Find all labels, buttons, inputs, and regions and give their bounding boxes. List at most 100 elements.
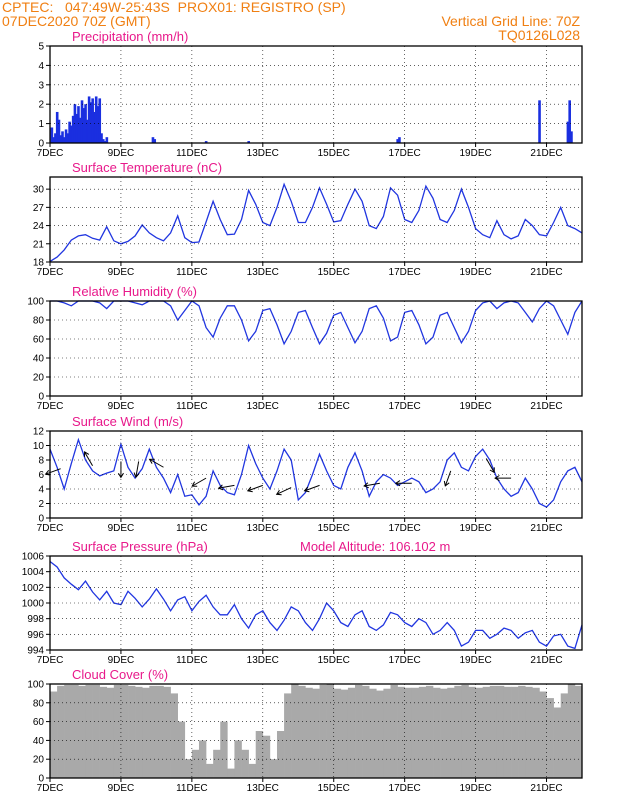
precip-bar bbox=[105, 137, 109, 143]
cloud-bar bbox=[184, 759, 193, 778]
cloud-bar bbox=[369, 688, 377, 778]
y-tick-label: 0 bbox=[38, 392, 44, 403]
cloud-bar bbox=[305, 687, 313, 778]
y-tick-label: 1 bbox=[38, 119, 44, 130]
x-tick-label: 11DEC bbox=[176, 148, 208, 159]
cloud-bar bbox=[92, 684, 100, 778]
panel-title: Surface Temperature (nC) bbox=[72, 160, 222, 175]
y-tick-label: 20 bbox=[33, 755, 45, 766]
cloud-bar bbox=[560, 693, 569, 778]
wind-arrow bbox=[45, 468, 61, 475]
panel-5: Surface Pressure (hPa) Model Altitude: 10… bbox=[22, 539, 583, 666]
wind-arrow bbox=[149, 458, 164, 468]
cloud-bar bbox=[213, 749, 221, 778]
x-tick-label: 15DEC bbox=[318, 783, 350, 794]
precip-bar bbox=[71, 115, 75, 143]
cloud-bar bbox=[85, 684, 93, 778]
precip-bar bbox=[75, 113, 78, 143]
panel-4: Surface Wind (m/s) 0 2 4 6 8 10 12 7DEC 9DEC 11DEC… bbox=[33, 414, 583, 534]
wind-arrow-head bbox=[363, 482, 369, 489]
x-tick-label: 7DEC bbox=[37, 401, 64, 412]
y-tick-label: 100 bbox=[27, 680, 44, 691]
cloud-bar bbox=[78, 685, 86, 778]
x-tick-label: 15DEC bbox=[318, 523, 350, 534]
cloud-bar bbox=[468, 686, 476, 778]
series-line bbox=[49, 560, 583, 650]
precip-bar bbox=[538, 100, 541, 143]
x-tick-label: 9DEC bbox=[108, 148, 135, 159]
cloud-bar bbox=[206, 763, 214, 778]
precip-bar bbox=[59, 135, 63, 143]
x-tick-label: 21DEC bbox=[530, 148, 562, 159]
x-tick-label: 21DEC bbox=[530, 655, 562, 666]
precip-bar bbox=[396, 139, 399, 143]
y-tick-label: 3 bbox=[38, 80, 44, 91]
panel-1: Precipitation (mm/h) 0 1 2 3 4 5 7DEC 9DEC 11DEC 1… bbox=[37, 29, 583, 159]
wind-arrow bbox=[276, 487, 292, 495]
y-tick-label: 2 bbox=[38, 100, 44, 111]
x-tick-label: 17DEC bbox=[389, 148, 421, 159]
x-tick-label: 15DEC bbox=[318, 148, 350, 159]
cloud-bar bbox=[525, 686, 533, 778]
y-tick-label: 1000 bbox=[22, 599, 45, 610]
panel-3: Relative Humidity (%) 0 20 40 60 80 100 7DEC 9DE… bbox=[27, 284, 583, 412]
wind-arrow-head bbox=[494, 475, 500, 482]
cloud-bar bbox=[248, 763, 257, 778]
cloud-bar bbox=[156, 685, 164, 778]
wind-arrow-head bbox=[217, 484, 224, 491]
precip-bar bbox=[100, 133, 103, 143]
wind-arrow bbox=[247, 484, 263, 492]
wind-arrow-head bbox=[246, 486, 253, 493]
precip-bar bbox=[98, 98, 102, 143]
x-tick-label: 13DEC bbox=[247, 148, 279, 159]
cloud-bar bbox=[539, 691, 547, 778]
series-line bbox=[49, 437, 583, 508]
precip-bar bbox=[93, 111, 96, 143]
cloud-bar bbox=[447, 687, 455, 778]
wind-arrow-head bbox=[191, 481, 198, 487]
precip-bar bbox=[62, 137, 66, 143]
cloud-bar bbox=[347, 687, 356, 778]
precip-bar bbox=[86, 119, 89, 143]
cloud-bar bbox=[475, 687, 483, 778]
x-tick-label: 17DEC bbox=[389, 655, 421, 666]
panel-2: Surface Temperature (nC) 18 21 24 27 30 7DEC 9D… bbox=[33, 160, 583, 278]
x-tick-label: 7DEC bbox=[37, 267, 64, 278]
cloud-bar bbox=[362, 685, 370, 778]
y-tick-label: 4 bbox=[38, 61, 44, 72]
x-tick-label: 15DEC bbox=[318, 655, 350, 666]
cloud-bar bbox=[170, 693, 178, 778]
panel-frame bbox=[49, 45, 583, 144]
precip-bar bbox=[82, 108, 86, 143]
y-tick-label: 1006 bbox=[22, 552, 45, 563]
x-tick-label: 9DEC bbox=[108, 655, 135, 666]
series-line bbox=[50, 300, 583, 346]
cloud-bar bbox=[546, 698, 554, 778]
y-tick-label: 80 bbox=[33, 316, 45, 327]
precip-bar bbox=[94, 96, 98, 143]
precip-bar bbox=[80, 100, 84, 143]
x-tick-label: 19DEC bbox=[459, 783, 491, 794]
x-tick-label: 17DEC bbox=[389, 783, 421, 794]
precip-bar bbox=[570, 131, 573, 143]
cloud-bar bbox=[518, 685, 526, 778]
x-tick-label: 15DEC bbox=[318, 401, 350, 412]
precip-bar bbox=[52, 137, 55, 143]
panel-title: Cloud Cover (%) bbox=[72, 667, 168, 682]
y-tick-label: 40 bbox=[33, 736, 45, 747]
precip-bar bbox=[70, 125, 73, 143]
precip-bar bbox=[103, 141, 107, 143]
precip-bar bbox=[247, 141, 251, 143]
x-tick-label: 9DEC bbox=[108, 783, 135, 794]
wind-arrow-head bbox=[275, 489, 282, 496]
wind-arrow-head bbox=[443, 480, 450, 487]
cloud-bar bbox=[496, 685, 505, 778]
y-tick-label: 21 bbox=[33, 239, 45, 250]
precip-bar bbox=[398, 137, 401, 143]
y-tick-label: 1004 bbox=[22, 567, 45, 578]
x-tick-label: 11DEC bbox=[176, 783, 208, 794]
cloud-bar bbox=[567, 684, 576, 778]
y-tick-label: 40 bbox=[33, 354, 45, 365]
precip-bar bbox=[87, 96, 91, 143]
